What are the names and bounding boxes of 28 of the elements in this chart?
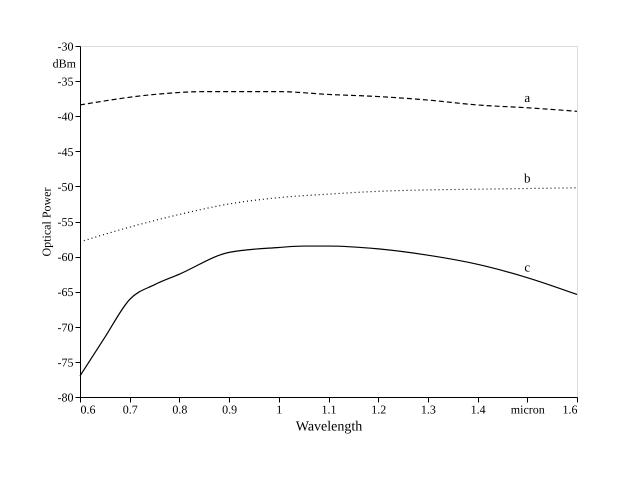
series-label: a [524,90,530,105]
y-tick-label: -70 [58,320,74,334]
y-tick-label: -65 [58,285,74,300]
y-tick-label: -80 [58,390,74,404]
x-tick-label: micron [510,402,545,416]
x-tick-label: 1 [276,402,282,416]
y-tick-label: -40 [58,110,74,124]
x-tick-label: 1.6 [562,402,578,416]
y-tick-label: -75 [58,355,74,370]
x-tick-label: 1.1 [322,402,336,416]
y-axis-title: Optical Power [40,188,54,256]
x-tick-label: 0.7 [122,402,138,416]
y-tick-label: -55 [58,215,74,229]
x-tick-label: 1.3 [420,402,436,416]
y-tick-label: -60 [58,250,74,264]
x-tick-label: 1.4 [470,402,486,416]
series-label: b [524,170,531,186]
y-tick-label: -50 [58,180,74,194]
x-tick-label: 0.9 [222,402,238,416]
y-tick-label: -35 [58,74,74,89]
series-label: c [524,260,530,275]
x-tick-label: 0.8 [172,402,188,416]
y-tick-label: -30 [58,40,74,54]
x-axis-title: Wavelength [296,420,362,434]
x-tick-label: 1.2 [371,402,386,416]
x-tick-label: 0.6 [80,402,96,416]
text: dBm [52,56,77,71]
y-tick-label: -45 [58,144,74,159]
